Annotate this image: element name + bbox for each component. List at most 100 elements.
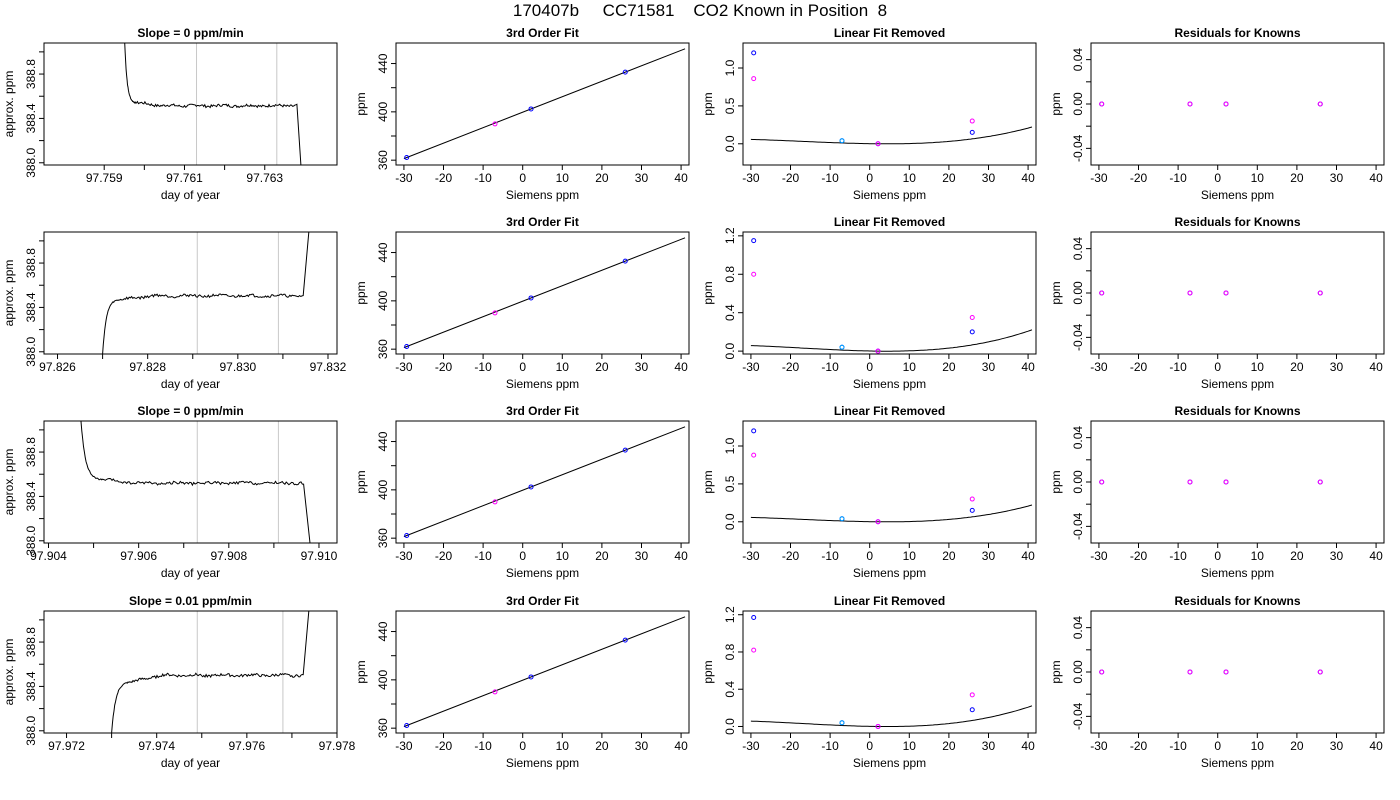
y-tick-label: 440 xyxy=(376,53,390,73)
plot-area xyxy=(750,50,1033,147)
y-tick-label: 1.0 xyxy=(723,59,737,76)
data-point xyxy=(1099,669,1105,675)
chart-panel: Residuals for Knowns Siemens ppm ppm -30 -20… xyxy=(1049,404,1385,580)
chart-title: 3rd Order Fit xyxy=(506,26,579,40)
data-point xyxy=(969,129,975,135)
y-tick-label: 440 xyxy=(376,242,390,262)
x-tick-label: -20 xyxy=(435,360,453,374)
y-tick-label: -0.04 xyxy=(1071,512,1085,540)
x-tick-label: -20 xyxy=(782,549,800,563)
x-tick-label: -20 xyxy=(782,360,800,374)
x-tick-label: -30 xyxy=(395,739,413,753)
x-tick-label: 30 xyxy=(982,549,996,563)
x-tick-label: -10 xyxy=(474,171,492,185)
x-tick-label: 0 xyxy=(519,360,526,374)
y-axis-label: ppm xyxy=(354,92,368,115)
x-tick-label: 40 xyxy=(1369,171,1383,185)
x-tick-label: 20 xyxy=(942,360,956,374)
x-tick-label: 97.826 xyxy=(39,360,76,374)
y-tick-label: 360 xyxy=(376,528,390,548)
x-tick-label: -10 xyxy=(821,171,839,185)
fit-line xyxy=(403,616,686,728)
x-tick-label: 0 xyxy=(866,360,873,374)
data-point xyxy=(1099,101,1105,107)
data-point xyxy=(751,50,757,56)
y-tick-label: 0.0 xyxy=(723,513,737,530)
data-trace xyxy=(80,421,311,543)
y-tick-label: 388.4 xyxy=(24,103,38,133)
chart-panel: Slope = 0 ppm/min day of year approx. ppm 9… xyxy=(2,26,338,202)
x-tick-label: 97.830 xyxy=(219,360,256,374)
data-point xyxy=(751,452,757,458)
x-axis-label: Siemens ppm xyxy=(853,188,926,202)
y-tick-label: 0.0 xyxy=(723,342,737,359)
chart-panel: 3rd Order Fit Siemens ppm ppm -30 -20 -10 0 10 2… xyxy=(354,594,690,770)
chart-panel: Slope = 0.01 ppm/min day of year approx. p… xyxy=(2,594,356,770)
data-point xyxy=(1223,479,1229,485)
x-tick-label: 97.974 xyxy=(138,739,175,753)
x-tick-label: 20 xyxy=(595,171,609,185)
chart-title: Slope = 0 ppm/min xyxy=(137,404,243,418)
y-tick-label: 388.4 xyxy=(24,671,38,701)
chart-title: Linear Fit Removed xyxy=(834,26,945,40)
x-tick-label: 40 xyxy=(1021,549,1035,563)
x-tick-label: 30 xyxy=(1330,739,1344,753)
chart-panel: Linear Fit Removed Siemens ppm ppm -30 -20 -1… xyxy=(701,215,1037,391)
y-tick-label: 1.2 xyxy=(723,227,737,244)
y-tick-label: 388.8 xyxy=(24,627,38,657)
data-point xyxy=(1187,479,1193,485)
y-tick-label: 0.04 xyxy=(1071,48,1085,72)
y-tick-label: 0.0 xyxy=(723,718,737,735)
y-tick-label: 0.04 xyxy=(1071,426,1085,450)
plot-frame xyxy=(43,231,338,355)
y-tick-label: 388.8 xyxy=(24,437,38,467)
x-tick-label: 97.759 xyxy=(86,171,123,185)
chart-panel: Residuals for Knowns Siemens ppm ppm -30 -20… xyxy=(1049,215,1385,391)
data-point xyxy=(404,344,410,350)
x-tick-label: 0 xyxy=(1214,739,1221,753)
x-tick-label: -30 xyxy=(742,739,760,753)
x-tick-label: 40 xyxy=(674,549,688,563)
x-tick-label: 97.972 xyxy=(48,739,85,753)
plot-frame xyxy=(395,420,690,544)
data-point xyxy=(1187,101,1193,107)
x-tick-label: 10 xyxy=(556,549,570,563)
data-point xyxy=(404,723,410,729)
data-point xyxy=(839,138,845,144)
plot-frame xyxy=(395,610,690,734)
fit-line xyxy=(403,48,686,160)
y-tick-label: 388.0 xyxy=(24,147,38,177)
fit-curve xyxy=(750,126,1033,145)
y-tick-label: 0.5 xyxy=(723,475,737,492)
y-axis-label: ppm xyxy=(1049,660,1063,683)
x-tick-label: 97.910 xyxy=(301,549,338,563)
x-tick-label: -10 xyxy=(821,549,839,563)
x-tick-label: -30 xyxy=(1090,739,1108,753)
y-axis-label: approx. ppm xyxy=(2,639,16,706)
x-tick-label: 30 xyxy=(1330,171,1344,185)
x-tick-label: 10 xyxy=(556,360,570,374)
data-point xyxy=(751,76,757,82)
x-tick-label: 0 xyxy=(519,549,526,563)
data-point xyxy=(875,141,881,147)
chart-panel: Residuals for Knowns Siemens ppm ppm -30 -20… xyxy=(1049,594,1385,770)
y-tick-label: 0.04 xyxy=(1071,237,1085,261)
x-axis-label: Siemens ppm xyxy=(853,377,926,391)
x-tick-label: 20 xyxy=(595,360,609,374)
x-tick-label: 20 xyxy=(1290,739,1304,753)
x-tick-label: 97.976 xyxy=(228,739,265,753)
x-tick-label: 20 xyxy=(942,549,956,563)
plot-area xyxy=(403,426,686,539)
y-tick-label: 1.0 xyxy=(723,437,737,454)
data-point xyxy=(1223,101,1229,107)
data-point xyxy=(1317,290,1323,296)
x-tick-label: 30 xyxy=(982,360,996,374)
data-point xyxy=(492,121,498,127)
chart-title: Slope = 0 ppm/min xyxy=(137,26,243,40)
x-tick-label: 30 xyxy=(635,360,649,374)
y-axis-label: approx. ppm xyxy=(2,71,16,138)
y-tick-label: 0.0 xyxy=(723,135,737,152)
data-point xyxy=(404,155,410,161)
data-point xyxy=(969,692,975,698)
x-axis-label: Siemens ppm xyxy=(506,756,579,770)
